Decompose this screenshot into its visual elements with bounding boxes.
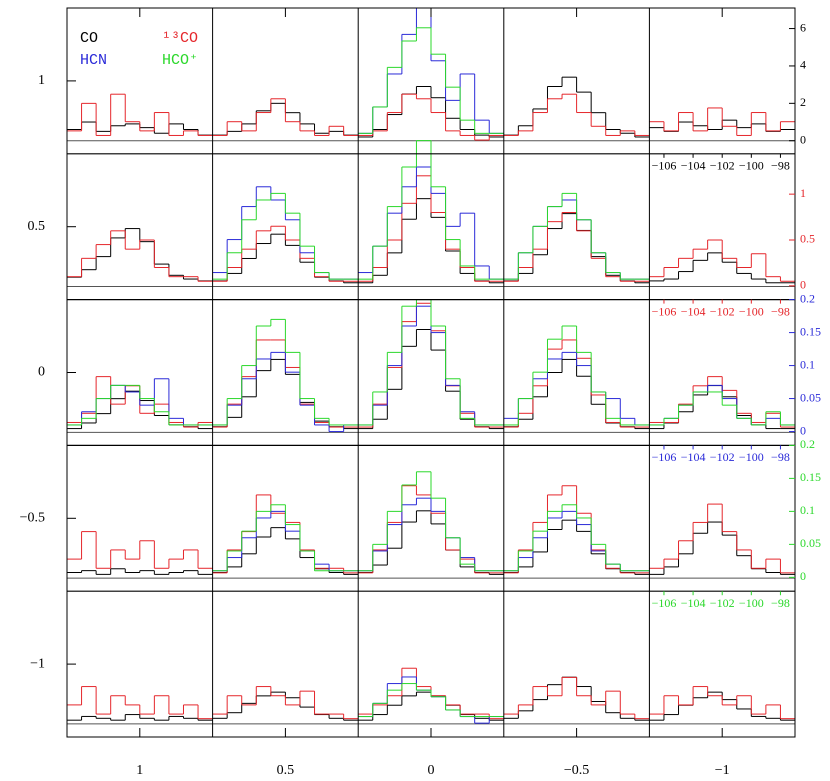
intensity-tick-label: 0 bbox=[800, 132, 806, 146]
plot-frame bbox=[66, 7, 796, 738]
velocity-tick-label: −106 bbox=[652, 304, 677, 318]
intensity-tick-label: 0.1 bbox=[800, 357, 815, 371]
velocity-tick-label: −102 bbox=[710, 304, 735, 318]
velocity-tick-label: −106 bbox=[652, 159, 677, 173]
velocity-tick-label: −106 bbox=[652, 450, 677, 464]
intensity-tick-label: 0.1 bbox=[800, 503, 815, 517]
intensity-tick-label: 4 bbox=[800, 58, 806, 72]
y-tick-label: 1 bbox=[38, 73, 45, 88]
velocity-tick-label: −98 bbox=[771, 596, 790, 610]
intensity-tick-label: 1 bbox=[800, 186, 806, 200]
intensity-tick-label: 0.05 bbox=[800, 536, 821, 550]
legend-entry: ¹³CO bbox=[162, 30, 198, 47]
intensity-tick-label: 0.15 bbox=[800, 470, 821, 484]
y-tick-label: −1 bbox=[30, 656, 45, 671]
intensity-tick-label: 2 bbox=[800, 95, 806, 109]
intensity-tick-label: 0 bbox=[800, 278, 806, 292]
velocity-tick-label: −98 bbox=[771, 304, 790, 318]
intensity-tick-label: 0.2 bbox=[800, 437, 815, 451]
velocity-tick-label: −104 bbox=[681, 450, 706, 464]
legend-entry: HCN bbox=[80, 52, 107, 69]
legend-entry: CO bbox=[80, 30, 98, 47]
velocity-tick-label: −100 bbox=[739, 304, 764, 318]
velocity-tick-label: −100 bbox=[739, 450, 764, 464]
x-tick-label: 0 bbox=[428, 763, 435, 778]
velocity-tick-label: −104 bbox=[681, 159, 706, 173]
x-tick-label: −1 bbox=[715, 763, 730, 778]
intensity-tick-label: 6 bbox=[800, 20, 806, 34]
x-tick-label: 0.5 bbox=[277, 763, 295, 778]
intensity-tick-label: 0.15 bbox=[800, 324, 821, 338]
x-tick-label: −0.5 bbox=[564, 763, 589, 778]
intensity-tick-label: 0 bbox=[800, 569, 806, 583]
x-tick-label: 1 bbox=[136, 763, 143, 778]
velocity-tick-label: −102 bbox=[710, 596, 735, 610]
velocity-tick-label: −106 bbox=[652, 596, 677, 610]
y-tick-label: 0.5 bbox=[28, 219, 46, 234]
intensity-tick-label: 0.5 bbox=[800, 232, 815, 246]
velocity-tick-label: −104 bbox=[681, 596, 706, 610]
intensity-tick-label: 0.05 bbox=[800, 390, 821, 404]
velocity-tick-label: −102 bbox=[710, 450, 735, 464]
legend-entry: HCO⁺ bbox=[162, 52, 198, 69]
velocity-tick-label: −98 bbox=[771, 450, 790, 464]
velocity-tick-label: −98 bbox=[771, 159, 790, 173]
y-tick-label: −0.5 bbox=[20, 511, 45, 526]
velocity-tick-label: −102 bbox=[710, 159, 735, 173]
velocity-tick-label: −104 bbox=[681, 304, 706, 318]
intensity-tick-label: 0 bbox=[800, 423, 806, 437]
velocity-tick-label: −100 bbox=[739, 596, 764, 610]
velocity-tick-label: −100 bbox=[739, 159, 764, 173]
intensity-tick-label: 0.2 bbox=[800, 291, 815, 305]
y-tick-label: 0 bbox=[38, 365, 45, 380]
